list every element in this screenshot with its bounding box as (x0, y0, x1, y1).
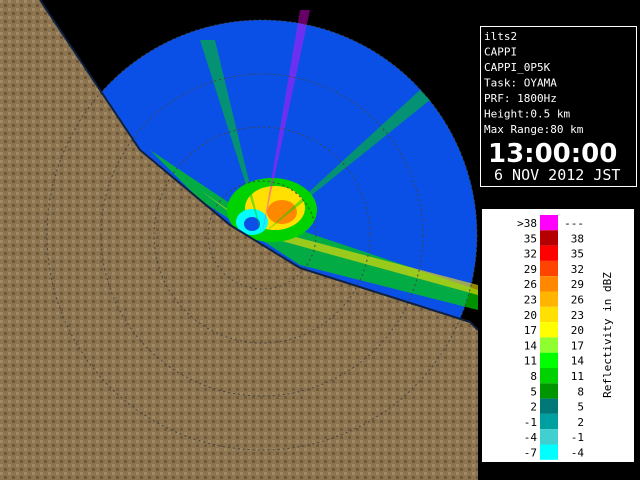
info-line: ilts2 (484, 30, 517, 43)
legend-low: 8 (530, 370, 537, 383)
echo-band (262, 10, 310, 235)
sea-echoes (47, 10, 478, 330)
legend-high: 8 (577, 385, 584, 398)
legend-swatch (540, 429, 558, 445)
legend-low: 29 (524, 263, 537, 276)
legend-swatch (540, 322, 558, 338)
range-rings (46, 19, 478, 451)
legend-swatch (540, 444, 558, 460)
legend-low: 35 (524, 232, 537, 245)
echo-band (262, 90, 430, 235)
legend-high: 26 (571, 294, 584, 307)
legend-high: 29 (571, 278, 584, 291)
legend-swatch (540, 245, 558, 261)
legend-high: 23 (571, 309, 584, 322)
legend-high: 38 (571, 232, 584, 245)
info-line: Max Range:80 km (484, 123, 584, 136)
legend-high: 5 (577, 401, 584, 414)
info-panel (480, 26, 637, 187)
legend-swatch (540, 215, 558, 231)
legend-low: 11 (524, 355, 537, 368)
legend-low: 14 (524, 339, 538, 352)
legend-swatch (540, 383, 558, 399)
legend-low: 20 (524, 309, 537, 322)
legend-swatch (540, 337, 558, 353)
coastline (39, 0, 478, 331)
legend-high: 14 (571, 355, 585, 368)
info-line: PRF: 1800Hz (484, 92, 557, 105)
legend-high: -4 (571, 447, 585, 460)
echo-band (200, 190, 478, 295)
legend-low: >38 (517, 217, 537, 230)
legend-high: 20 (571, 324, 584, 337)
legend-low: 17 (524, 324, 537, 337)
legend-swatch (540, 368, 558, 384)
legend-low: -1 (524, 416, 537, 429)
legend-low: -4 (524, 431, 538, 444)
legend-swatch (540, 230, 558, 246)
legend-swatch (540, 291, 558, 307)
legend-low: 26 (524, 278, 537, 291)
echo-band (200, 40, 262, 235)
legend-high: 17 (571, 339, 584, 352)
legend-high: -1 (571, 431, 584, 444)
info-line: CAPPI_0P5K (484, 61, 551, 74)
legend-title: Reflectivity in dBZ (601, 272, 614, 398)
info-line: CAPPI (484, 46, 517, 59)
legend-high: 35 (571, 248, 584, 261)
legend-swatch (540, 276, 558, 292)
legend-low: 23 (524, 294, 537, 307)
legend-swatch (540, 306, 558, 323)
time: 13:00:00 (488, 139, 617, 169)
info-line: Task: OYAMA (484, 77, 557, 90)
legend-high: 2 (577, 416, 584, 429)
legend-low: 32 (524, 248, 537, 261)
legend-low: 5 (530, 385, 537, 398)
legend-high: --- (564, 217, 584, 230)
legend-swatch (540, 260, 558, 277)
legend-high: 32 (571, 263, 584, 276)
echo (244, 217, 260, 231)
date: 6 NOV 2012 JST (494, 166, 620, 184)
legend-low: 2 (530, 401, 537, 414)
legend-swatch (540, 398, 558, 414)
info-line: Height:0.5 km (484, 108, 570, 121)
legend-swatch (540, 352, 558, 368)
legend-swatch (540, 413, 558, 430)
echo (267, 200, 297, 224)
map (0, 0, 478, 480)
legend-high: 11 (571, 370, 584, 383)
legend-low: -7 (524, 447, 537, 460)
